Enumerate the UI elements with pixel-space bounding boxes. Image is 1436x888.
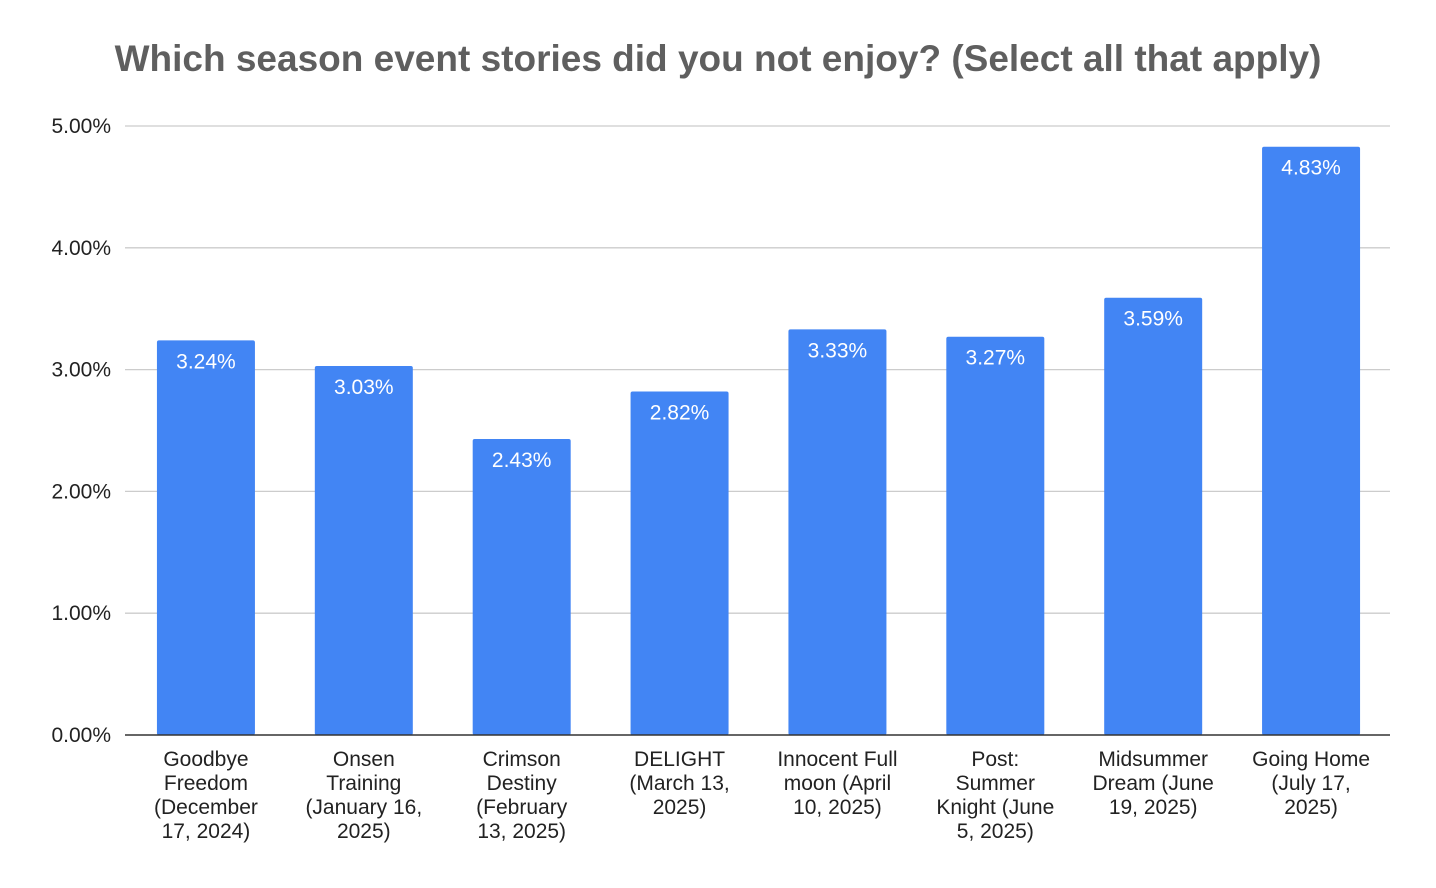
x-category-label-line: Post:: [971, 748, 1019, 771]
x-category-label-line: (January 16,: [305, 796, 422, 819]
x-category-label-line: DELIGHT: [634, 748, 725, 771]
x-category-label: Goodbye Freedom (December 17, 2024): [154, 748, 258, 843]
x-category-label-line: moon (April: [784, 772, 891, 795]
x-category-label-line: 10, 2025): [793, 796, 882, 819]
data-label: 3.24%: [176, 350, 236, 373]
x-category-label-line: (February: [476, 796, 568, 819]
x-category-label-line: 2025): [337, 820, 391, 843]
y-tick-label: 0.00%: [51, 724, 111, 747]
x-category-label-line: 13, 2025): [477, 820, 566, 843]
x-axis-labels: Goodbye Freedom (December 17, 2024) Onsen Tra…: [154, 748, 1370, 843]
data-label: 4.83%: [1281, 157, 1341, 180]
data-label: 2.43%: [492, 449, 552, 472]
y-tick-label: 5.00%: [51, 115, 111, 138]
x-category-label-line: 17, 2024): [162, 820, 251, 843]
x-category-label-line: Going Home: [1252, 748, 1370, 771]
data-label: 3.59%: [1123, 308, 1183, 331]
x-category-label-line: Dream (June: [1092, 772, 1213, 795]
x-category-label-line: (July 17,: [1271, 772, 1350, 795]
x-category-label-line: Crimson: [483, 748, 561, 771]
bar: [156, 340, 255, 735]
x-category-label-line: Freedom: [164, 772, 248, 795]
data-labels: 3.24% 3.03% 2.43% 2.82% 3.33% 3.27% 3.59% 4.83%: [176, 157, 1341, 472]
x-category-label: Going Home (July 17, 2025): [1252, 748, 1370, 819]
x-category-label: Post: Summer Knight (June 5, 2025): [936, 748, 1054, 843]
x-category-label-line: Knight (June: [936, 796, 1054, 819]
bars: [156, 146, 1361, 735]
data-label: 3.03%: [334, 376, 394, 399]
x-category-label-line: Innocent Full: [777, 748, 897, 771]
bar: [472, 439, 571, 735]
y-tick-label: 2.00%: [51, 480, 111, 503]
bar: [946, 336, 1045, 735]
x-category-label-line: 19, 2025): [1109, 796, 1198, 819]
x-category-label: Innocent Full moon (April 10, 2025): [777, 748, 897, 819]
y-axis-ticks: 0.00% 1.00% 2.00% 3.00% 4.00% 5.00%: [51, 115, 111, 747]
bar: [314, 365, 413, 735]
bar: [1104, 297, 1203, 735]
x-category-label-line: (March 13,: [629, 772, 729, 795]
data-label: 3.33%: [808, 339, 868, 362]
x-category-label-line: 2025): [653, 796, 707, 819]
y-tick-label: 4.00%: [51, 237, 111, 260]
bar: [1262, 146, 1361, 735]
x-category-label-line: Training: [326, 772, 401, 795]
chart-title: Which season event stories did you not e…: [114, 38, 1322, 79]
x-category-label-line: Onsen: [333, 748, 395, 771]
y-tick-label: 1.00%: [51, 602, 111, 625]
x-category-label-line: Goodbye: [163, 748, 248, 771]
x-category-label: Midsummer Dream (June 19, 2025): [1092, 748, 1213, 819]
bar: [788, 329, 887, 735]
x-category-label: DELIGHT (March 13, 2025): [629, 748, 729, 819]
x-category-label-line: Midsummer: [1098, 748, 1208, 771]
x-category-label-line: Summer: [956, 772, 1035, 795]
y-tick-label: 3.00%: [51, 359, 111, 382]
x-category-label-line: (December: [154, 796, 258, 819]
x-category-label: Crimson Destiny (February 13, 2025): [476, 748, 568, 843]
bar: [630, 391, 729, 735]
x-category-label-line: 2025): [1284, 796, 1338, 819]
x-category-label-line: Destiny: [487, 772, 558, 795]
x-category-label: Onsen Training (January 16, 2025): [305, 748, 422, 843]
data-label: 2.82%: [650, 402, 710, 425]
data-label: 3.27%: [966, 347, 1026, 370]
x-category-label-line: 5, 2025): [957, 820, 1034, 843]
